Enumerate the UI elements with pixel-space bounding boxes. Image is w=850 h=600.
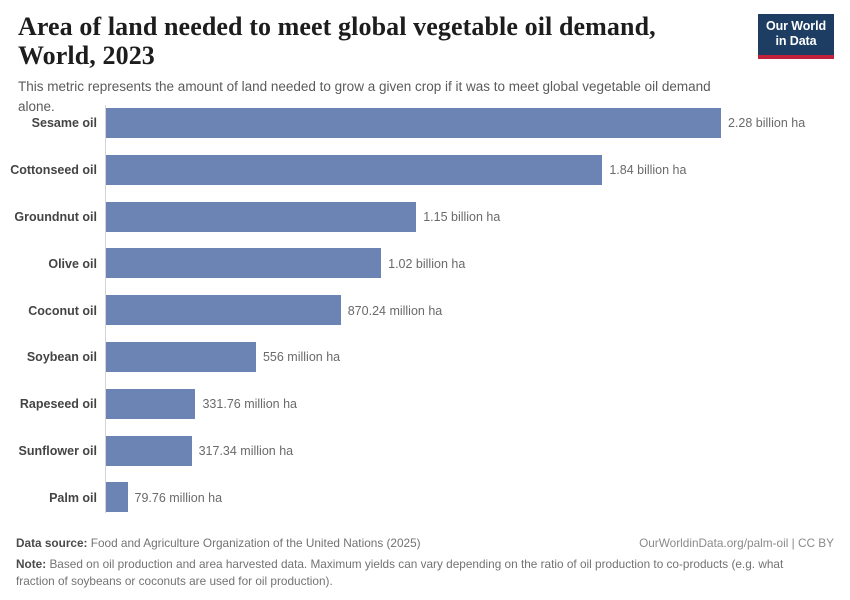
page-title: Area of land needed to meet global veget… <box>18 12 656 71</box>
bar-row[interactable]: Sunflower oil 317.34 million ha <box>0 428 850 475</box>
data-source-label: Data source: <box>16 535 88 550</box>
bar-row[interactable]: Rapeseed oil 331.76 million ha <box>0 381 850 428</box>
note-label: Note: <box>16 556 47 571</box>
note-text: Based on oil production and area harvest… <box>16 556 784 588</box>
bar-chart: Sesame oil 2.28 billion ha Cottonseed oil 1… <box>0 100 850 518</box>
bar-value-label: 1.15 billion ha <box>423 209 501 224</box>
bar-row[interactable]: Palm oil 79.76 million ha <box>0 474 850 521</box>
bar-category-label: Rapeseed oil <box>19 396 97 411</box>
logo-line-2: in Data <box>775 33 817 48</box>
bar-value-label: 1.02 billion ha <box>388 256 466 271</box>
bar-category-label: Groundnut oil <box>14 209 97 224</box>
bar-row[interactable]: Soybean oil 556 million ha <box>0 334 850 381</box>
data-source-text: Food and Agriculture Organization of the… <box>90 535 421 550</box>
chart-subtitle: This metric represents the amount of lan… <box>18 79 711 114</box>
bar-row[interactable]: Olive oil 1.02 billion ha <box>0 240 850 287</box>
bar[interactable] <box>106 295 341 326</box>
bar[interactable] <box>106 435 192 466</box>
data-source: Data source: Food and Agriculture Organi… <box>16 536 421 550</box>
bar-value-label: 331.76 million ha <box>202 396 297 411</box>
chart-footer: Data source: Food and Agriculture Organi… <box>0 530 850 600</box>
bar-rows: Sesame oil 2.28 billion ha Cottonseed oil 1… <box>0 100 850 521</box>
chart-header: Area of land needed to meet global veget… <box>0 0 850 116</box>
bar[interactable] <box>106 108 721 138</box>
our-world-in-data-logo[interactable]: Our World in Data <box>758 14 834 59</box>
chart-note: Note: Based on oil production and area h… <box>16 556 816 590</box>
bar[interactable] <box>106 248 382 279</box>
bar-category-label: Soybean oil <box>26 350 97 365</box>
bar-row[interactable]: Groundnut oil 1.15 billion ha <box>0 194 850 241</box>
bar-category-label: Olive oil <box>48 256 97 271</box>
bar-row[interactable]: Sesame oil 2.28 billion ha <box>0 100 850 147</box>
bar[interactable] <box>106 341 256 372</box>
bar-value-label: 79.76 million ha <box>134 490 223 505</box>
bar[interactable] <box>106 154 603 185</box>
source-url-link[interactable]: OurWorldinData.org/palm-oil | CC BY <box>639 535 834 550</box>
bar[interactable] <box>106 482 128 513</box>
bar-value-label: 1.84 billion ha <box>609 162 687 177</box>
bar-value-label: 870.24 million ha <box>347 303 443 318</box>
y-axis-line <box>105 105 106 513</box>
bar-value-label: 317.34 million ha <box>198 443 294 458</box>
bar-category-label: Coconut oil <box>28 303 97 318</box>
bar-value-label: 2.28 billion ha <box>728 116 806 131</box>
bar-category-label: Sunflower oil <box>18 443 97 458</box>
bar-category-label: Palm oil <box>49 490 97 505</box>
bar-category-label: Cottonseed oil <box>10 162 97 177</box>
bar[interactable] <box>106 388 196 419</box>
bar[interactable] <box>106 201 417 232</box>
logo-line-1: Our World <box>766 19 826 33</box>
bar-category-label: Sesame oil <box>31 116 97 131</box>
bar-value-label: 556 million ha <box>262 350 341 365</box>
bar-row[interactable]: Cottonseed oil 1.84 billion ha <box>0 147 850 194</box>
bar-row[interactable]: Coconut oil 870.24 million ha <box>0 287 850 334</box>
footer-top-row: Data source: Food and Agriculture Organi… <box>16 530 834 550</box>
